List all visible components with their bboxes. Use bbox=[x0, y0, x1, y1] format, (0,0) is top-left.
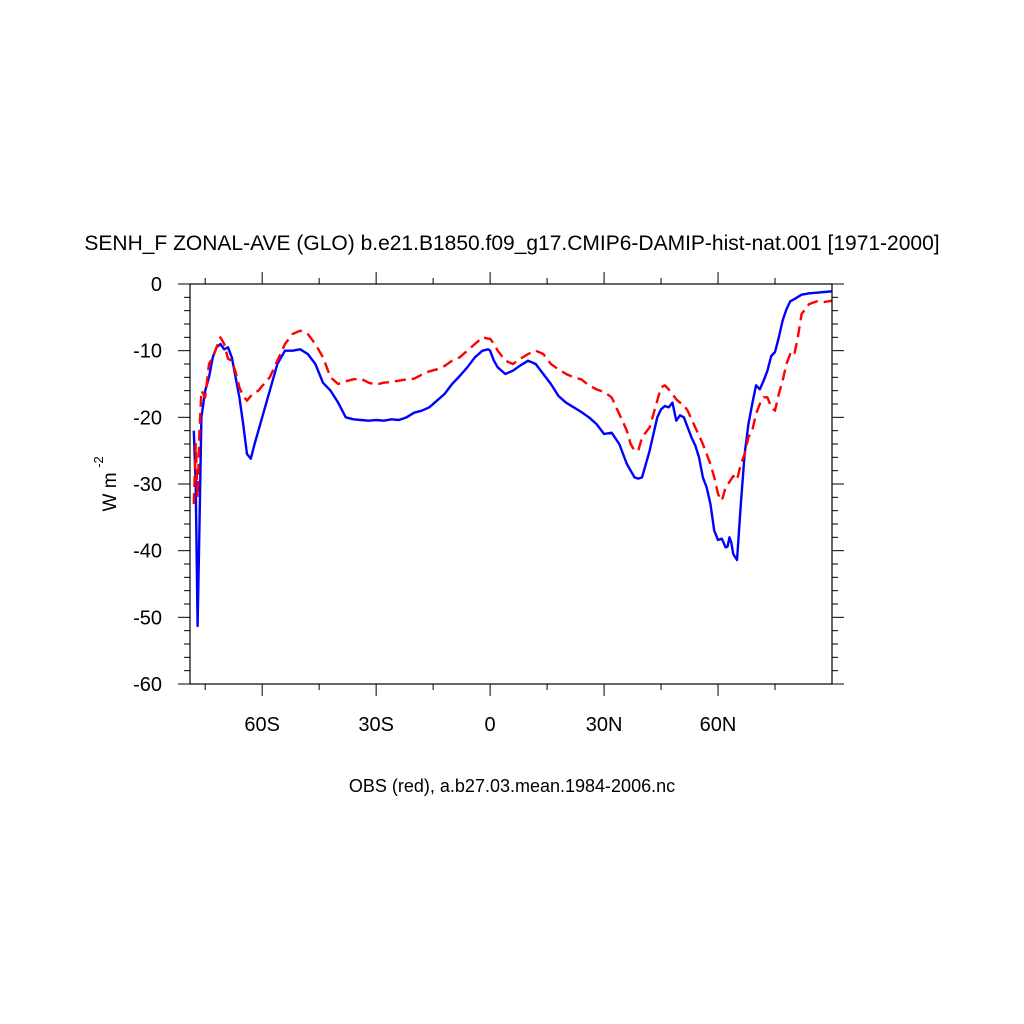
x-tick-label: 60S bbox=[244, 714, 280, 736]
y-tick-label: -20 bbox=[133, 407, 162, 429]
series-line-1 bbox=[192, 290, 832, 628]
series-line-2 bbox=[192, 299, 832, 505]
x-tick-label: 0 bbox=[485, 714, 496, 736]
axes-layer: 0 -10 -20 -30 -40 -50 -60 60S 30S 0 30N 60N bbox=[133, 272, 844, 736]
y-tick-label: -50 bbox=[133, 607, 162, 629]
y-axis-label-main: W m bbox=[100, 472, 121, 511]
y-axis-label: W m -2 bbox=[91, 456, 121, 511]
y-tick-label: -60 bbox=[133, 674, 162, 696]
series-layer bbox=[192, 290, 832, 628]
y-axis-label-superscript: -2 bbox=[91, 456, 106, 468]
chart-title: SENH_F ZONAL-AVE (GLO) b.e21.B1850.f09_g… bbox=[84, 232, 939, 255]
y-tick-label: -30 bbox=[133, 474, 162, 496]
y-tick-label: 0 bbox=[151, 274, 162, 296]
x-tick-label: 30N bbox=[586, 714, 623, 736]
y-tick-label: -10 bbox=[133, 341, 162, 363]
x-tick-label: 30S bbox=[358, 714, 394, 736]
y-tick-label: -40 bbox=[133, 541, 162, 563]
x-tick-label: 60N bbox=[700, 714, 737, 736]
footer-caption: OBS (red), a.b27.03.mean.1984-2006.nc bbox=[349, 776, 675, 796]
